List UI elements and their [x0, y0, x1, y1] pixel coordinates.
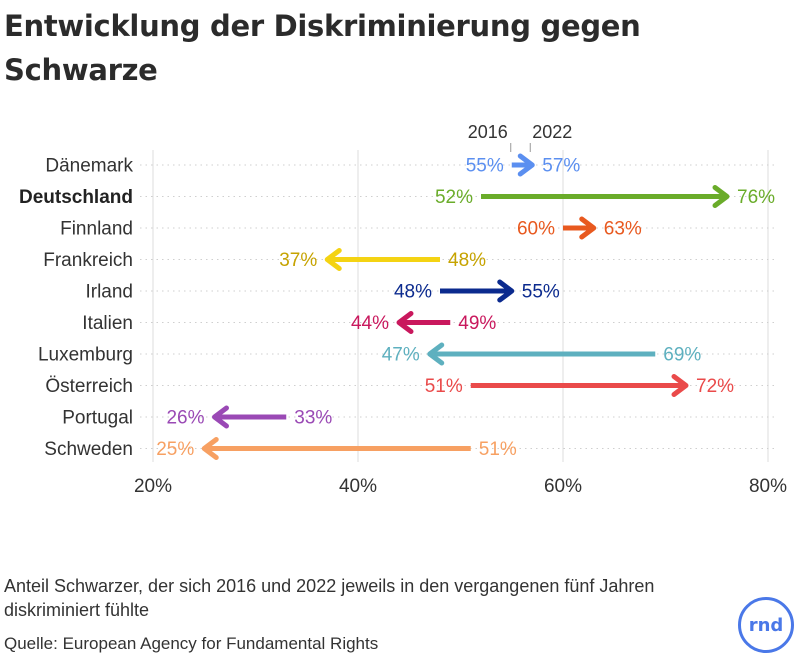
country-label: Luxemburg	[38, 345, 133, 366]
country-label: Frankreich	[43, 250, 133, 271]
rnd-logo: rnd	[738, 597, 794, 653]
value-label-2016: 51%	[479, 439, 517, 460]
chart-caption: Anteil Schwarzer, der sich 2016 und 2022…	[4, 576, 655, 620]
arrow-head	[396, 311, 414, 334]
value-label-2016: 55%	[466, 156, 504, 177]
chart-title: Entwicklung der Diskriminierung gegen Sc…	[4, 9, 641, 87]
value-label-2022: 76%	[737, 187, 775, 208]
value-label-2016: 48%	[448, 250, 486, 271]
country-label: Deutschland	[19, 187, 133, 208]
country-label: Italien	[82, 313, 133, 334]
value-label-2022: 26%	[166, 408, 204, 429]
legend-year-start: 2016	[468, 122, 508, 142]
arrow-head	[497, 279, 515, 303]
country-label: Finnland	[60, 219, 133, 240]
arrow-head	[579, 216, 597, 240]
country-label: Irland	[85, 282, 133, 303]
arrow-head	[324, 248, 342, 271]
value-label-2022: 37%	[279, 250, 317, 271]
x-tick-label: 60%	[544, 476, 582, 497]
chart-source: Quelle: European Agency for Fundamental …	[4, 634, 379, 653]
value-label-2022: 57%	[542, 156, 580, 177]
x-tick-label: 20%	[134, 476, 172, 497]
country-label: Österreich	[45, 376, 133, 397]
arrow-head	[212, 405, 229, 429]
value-label-2022: 44%	[351, 313, 389, 334]
arrow-head	[517, 153, 535, 177]
value-label-2016: 48%	[394, 282, 432, 303]
value-label-2016: 33%	[294, 408, 332, 429]
legend-year-end: 2022	[532, 122, 572, 142]
country-label: Schweden	[44, 439, 133, 460]
value-label-2016: 52%	[435, 187, 473, 208]
value-label-2022: 55%	[522, 282, 560, 303]
arrow-head	[671, 374, 689, 397]
dumbbell-chart: 20% 40% 60% 80% 2016 2022 Dänemark 55% 57% Deutsc…	[19, 122, 787, 497]
arrow-head	[427, 342, 445, 366]
country-label: Portugal	[62, 408, 133, 429]
x-tick-label: 80%	[749, 476, 787, 497]
arrow-head	[201, 437, 219, 460]
arrow-head	[712, 185, 730, 208]
value-label-2016: 49%	[458, 313, 496, 334]
value-label-2016: 60%	[517, 219, 555, 240]
value-label-2016: 51%	[425, 376, 463, 397]
logo-text: rnd	[749, 615, 784, 636]
value-label-2022: 47%	[382, 345, 420, 366]
country-label: Dänemark	[45, 156, 133, 177]
value-label-2022: 63%	[604, 219, 642, 240]
value-label-2022: 72%	[696, 376, 734, 397]
value-label-2022: 25%	[156, 439, 194, 460]
value-label-2016: 69%	[663, 345, 701, 366]
x-tick-label: 40%	[339, 476, 377, 497]
